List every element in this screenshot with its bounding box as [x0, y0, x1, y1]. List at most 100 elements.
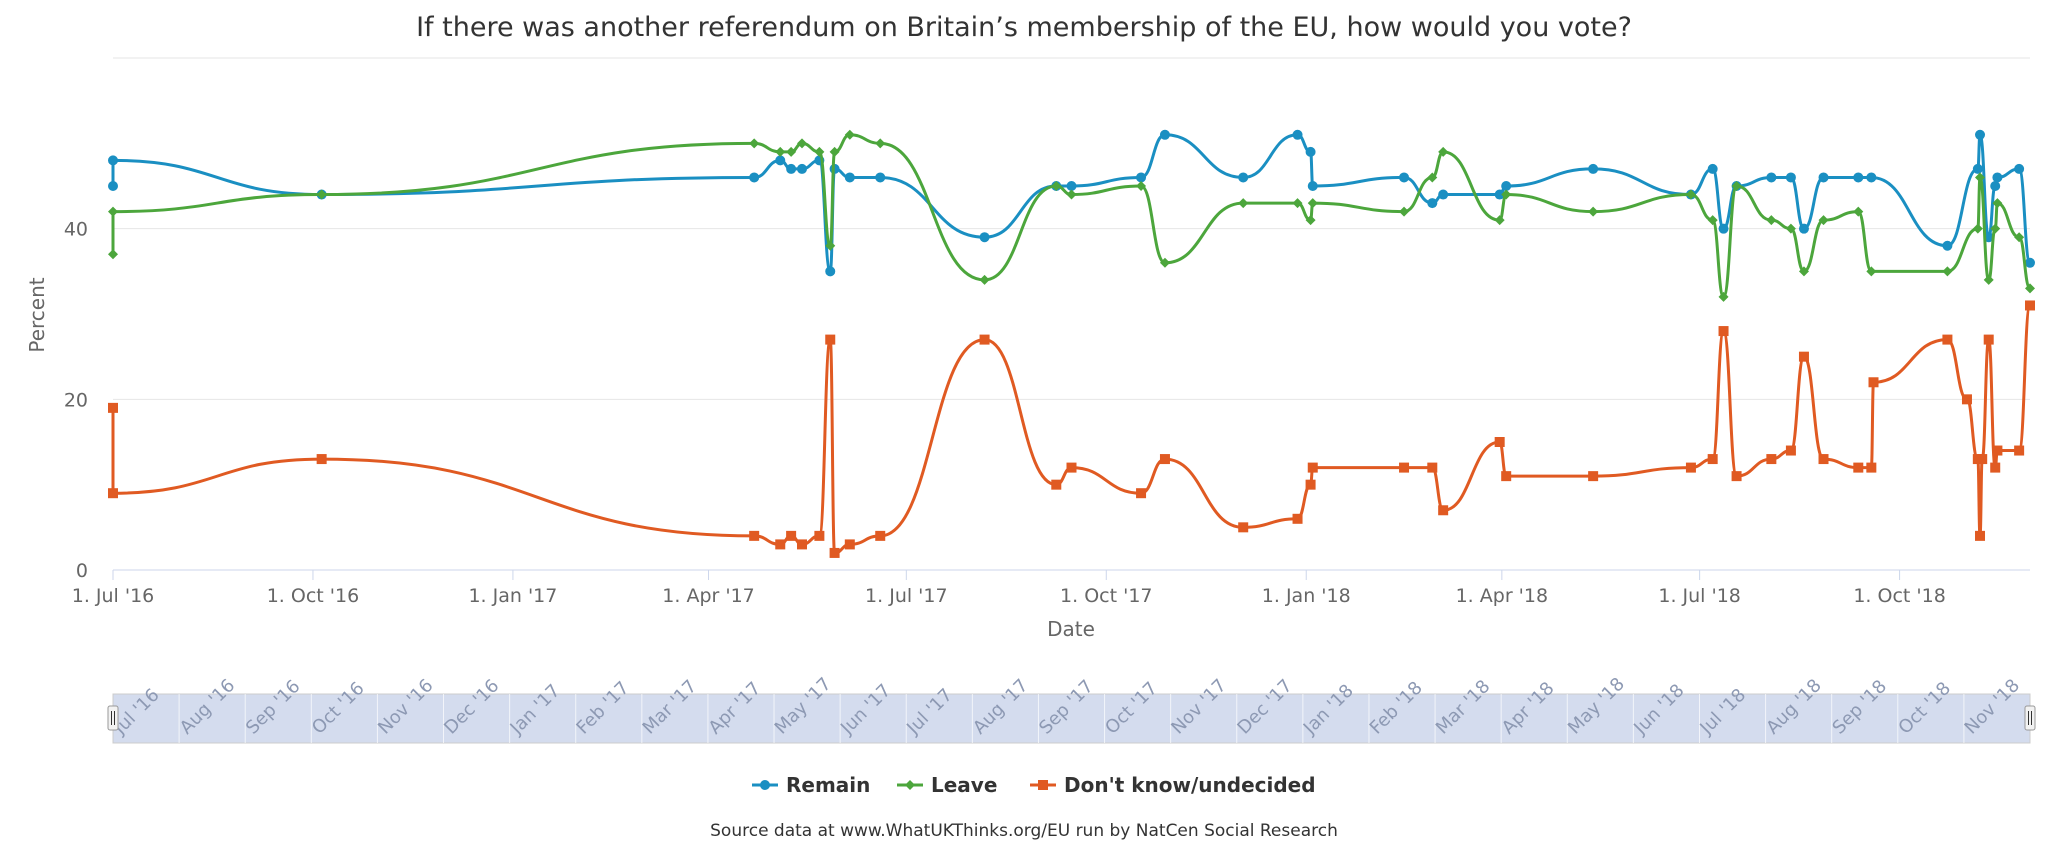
data-point[interactable]	[1818, 454, 1829, 465]
data-point[interactable]	[829, 146, 840, 157]
data-point[interactable]	[1766, 172, 1777, 183]
data-point[interactable]	[1785, 445, 1796, 456]
data-point[interactable]	[1051, 479, 1062, 490]
legend-item[interactable]: Leave	[897, 773, 997, 797]
data-point[interactable]	[844, 539, 855, 550]
data-point[interactable]	[108, 181, 118, 191]
data-point[interactable]	[749, 138, 760, 149]
data-point[interactable]	[1853, 462, 1864, 473]
data-point[interactable]	[1501, 471, 1512, 482]
data-point[interactable]	[829, 547, 840, 558]
data-point[interactable]	[2025, 257, 2035, 268]
legend-marker[interactable]	[905, 780, 915, 790]
data-point[interactable]	[1975, 530, 1986, 541]
legend[interactable]: Remain Leave Don't know/undecided	[752, 773, 1316, 797]
data-point[interactable]	[786, 146, 797, 157]
data-point[interactable]	[1866, 462, 1877, 473]
data-point[interactable]	[1307, 462, 1318, 473]
data-point[interactable]	[1798, 351, 1809, 362]
data-point[interactable]	[1159, 129, 1170, 140]
data-point[interactable]	[1292, 129, 1303, 140]
data-point[interactable]	[1718, 326, 1729, 337]
data-point[interactable]	[1785, 172, 1796, 183]
legend-marker[interactable]	[760, 780, 770, 790]
data-point[interactable]	[1066, 181, 1077, 191]
data-point[interactable]	[1494, 189, 1505, 200]
data-point[interactable]	[1866, 172, 1877, 183]
data-point[interactable]	[1992, 172, 2003, 183]
data-point[interactable]	[108, 488, 118, 499]
data-point[interactable]	[2025, 283, 2035, 294]
data-point[interactable]	[1238, 522, 1249, 533]
data-point[interactable]	[796, 138, 807, 149]
data-point[interactable]	[2014, 445, 2025, 456]
data-point[interactable]	[1066, 462, 1077, 473]
data-point[interactable]	[1494, 215, 1505, 226]
data-point[interactable]	[875, 530, 886, 541]
data-point[interactable]	[1992, 198, 2003, 209]
data-point[interactable]	[1136, 172, 1147, 183]
data-point[interactable]	[1238, 198, 1249, 209]
data-point[interactable]	[1992, 445, 2003, 456]
data-point[interactable]	[1972, 163, 1983, 174]
data-point[interactable]	[825, 334, 836, 345]
data-point[interactable]	[1292, 513, 1303, 524]
data-point[interactable]	[749, 530, 760, 541]
data-point[interactable]	[1766, 454, 1777, 465]
legend-marker[interactable]	[1038, 780, 1048, 790]
data-point[interactable]	[1159, 454, 1170, 465]
data-point[interactable]	[796, 163, 807, 174]
navigator[interactable]: Jul '16 Aug '16 Sep '16 Oct '16 Nov '16 Dec '…	[107, 674, 2036, 744]
data-point[interactable]	[1292, 198, 1303, 209]
data-point[interactable]	[2025, 300, 2035, 311]
data-point[interactable]	[108, 402, 118, 413]
data-point[interactable]	[1990, 223, 2001, 234]
data-point[interactable]	[979, 232, 990, 243]
data-point[interactable]	[1438, 189, 1449, 200]
data-point[interactable]	[1961, 394, 1972, 405]
data-point[interactable]	[1975, 172, 1986, 183]
data-point[interactable]	[1818, 215, 1829, 226]
data-point[interactable]	[1977, 454, 1988, 465]
data-point[interactable]	[825, 266, 836, 277]
data-point[interactable]	[979, 334, 990, 345]
data-point[interactable]	[1868, 377, 1879, 388]
data-point[interactable]	[844, 172, 855, 183]
data-point[interactable]	[1305, 479, 1316, 490]
data-point[interactable]	[1942, 266, 1953, 277]
data-point[interactable]	[1990, 462, 2001, 473]
data-point[interactable]	[108, 249, 118, 260]
data-point[interactable]	[1427, 172, 1438, 183]
data-point[interactable]	[1798, 266, 1809, 277]
data-point[interactable]	[2014, 163, 2025, 174]
data-point[interactable]	[1718, 291, 1729, 302]
data-point[interactable]	[1866, 266, 1877, 277]
data-point[interactable]	[316, 189, 327, 200]
data-point[interactable]	[1399, 462, 1410, 473]
data-point[interactable]	[796, 539, 807, 550]
data-point[interactable]	[108, 206, 118, 217]
data-point[interactable]	[1305, 215, 1316, 226]
data-point[interactable]	[875, 138, 886, 149]
data-point[interactable]	[316, 454, 327, 465]
data-point[interactable]	[1718, 223, 1729, 234]
data-point[interactable]	[1066, 189, 1077, 200]
data-point[interactable]	[775, 539, 786, 550]
data-point[interactable]	[1818, 172, 1829, 183]
data-point[interactable]	[786, 163, 797, 174]
data-point[interactable]	[1501, 181, 1512, 191]
data-point[interactable]	[1501, 189, 1512, 200]
navigator-handle-right[interactable]	[2024, 705, 2036, 731]
data-point[interactable]	[1942, 240, 1953, 251]
data-point[interactable]	[1427, 462, 1438, 473]
data-point[interactable]	[1983, 334, 1994, 345]
data-point[interactable]	[1136, 488, 1147, 499]
data-point[interactable]	[1494, 437, 1505, 447]
data-point[interactable]	[1051, 181, 1062, 191]
data-point[interactable]	[1990, 181, 2001, 191]
data-point[interactable]	[825, 240, 836, 251]
data-point[interactable]	[1983, 274, 1994, 285]
data-point[interactable]	[1785, 223, 1796, 234]
data-point[interactable]	[1159, 257, 1170, 268]
data-point[interactable]	[1588, 471, 1599, 482]
